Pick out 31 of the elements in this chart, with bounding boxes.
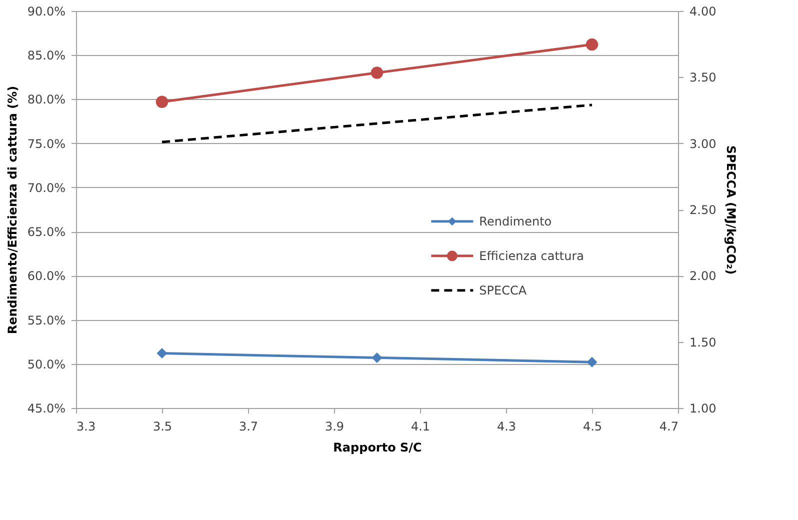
x-tick-label: 4.7 — [659, 420, 678, 434]
y-tick-label: 70.0% — [27, 180, 66, 195]
x-tick-label: 3.7 — [238, 420, 258, 434]
x-tick-label: 4.3 — [496, 420, 516, 434]
x-tick-label: 3.5 — [152, 420, 172, 434]
legend-label: Rendimento — [479, 214, 552, 228]
y2-tick-label: 4.00 — [690, 4, 716, 18]
y-tick-label: 50.0% — [27, 357, 66, 372]
y2-tick-label: 1.00 — [690, 402, 716, 416]
x-tick-label: 4.5 — [582, 420, 602, 434]
legend-label: Efficienza cattura — [479, 248, 584, 263]
x-axis-title: Rapporto S/C — [333, 440, 422, 454]
y-tick-label: 90.0% — [27, 4, 66, 18]
y-tick-label: 60.0% — [27, 269, 66, 284]
x-tick-label: 3.9 — [324, 420, 344, 434]
y-axis-title: Rendimento/Efficienza di cattura (%) — [5, 86, 20, 334]
y2-axis-title: SPECCA (MJ/kgCO₂) — [724, 145, 738, 275]
x-tick-label: 3.3 — [76, 420, 96, 434]
y-tick-label: 80.0% — [27, 92, 66, 107]
y-tick-label: 85.0% — [27, 48, 66, 63]
x-tick-label: 4.1 — [410, 420, 430, 434]
y-tick-label: 45.0% — [27, 402, 66, 416]
y-tick-label: 55.0% — [27, 313, 66, 328]
legend-label: SPECCA — [479, 283, 528, 298]
y2-tick-label: 1.50 — [690, 335, 716, 350]
y2-tick-label: 2.00 — [690, 269, 716, 284]
y2-tick-label: 3.50 — [690, 70, 716, 85]
y2-tick-label: 3.00 — [690, 136, 716, 151]
y-tick-label: 75.0% — [27, 136, 66, 151]
y2-tick-label: 2.50 — [690, 203, 716, 217]
y-tick-label: 65.0% — [27, 225, 66, 240]
